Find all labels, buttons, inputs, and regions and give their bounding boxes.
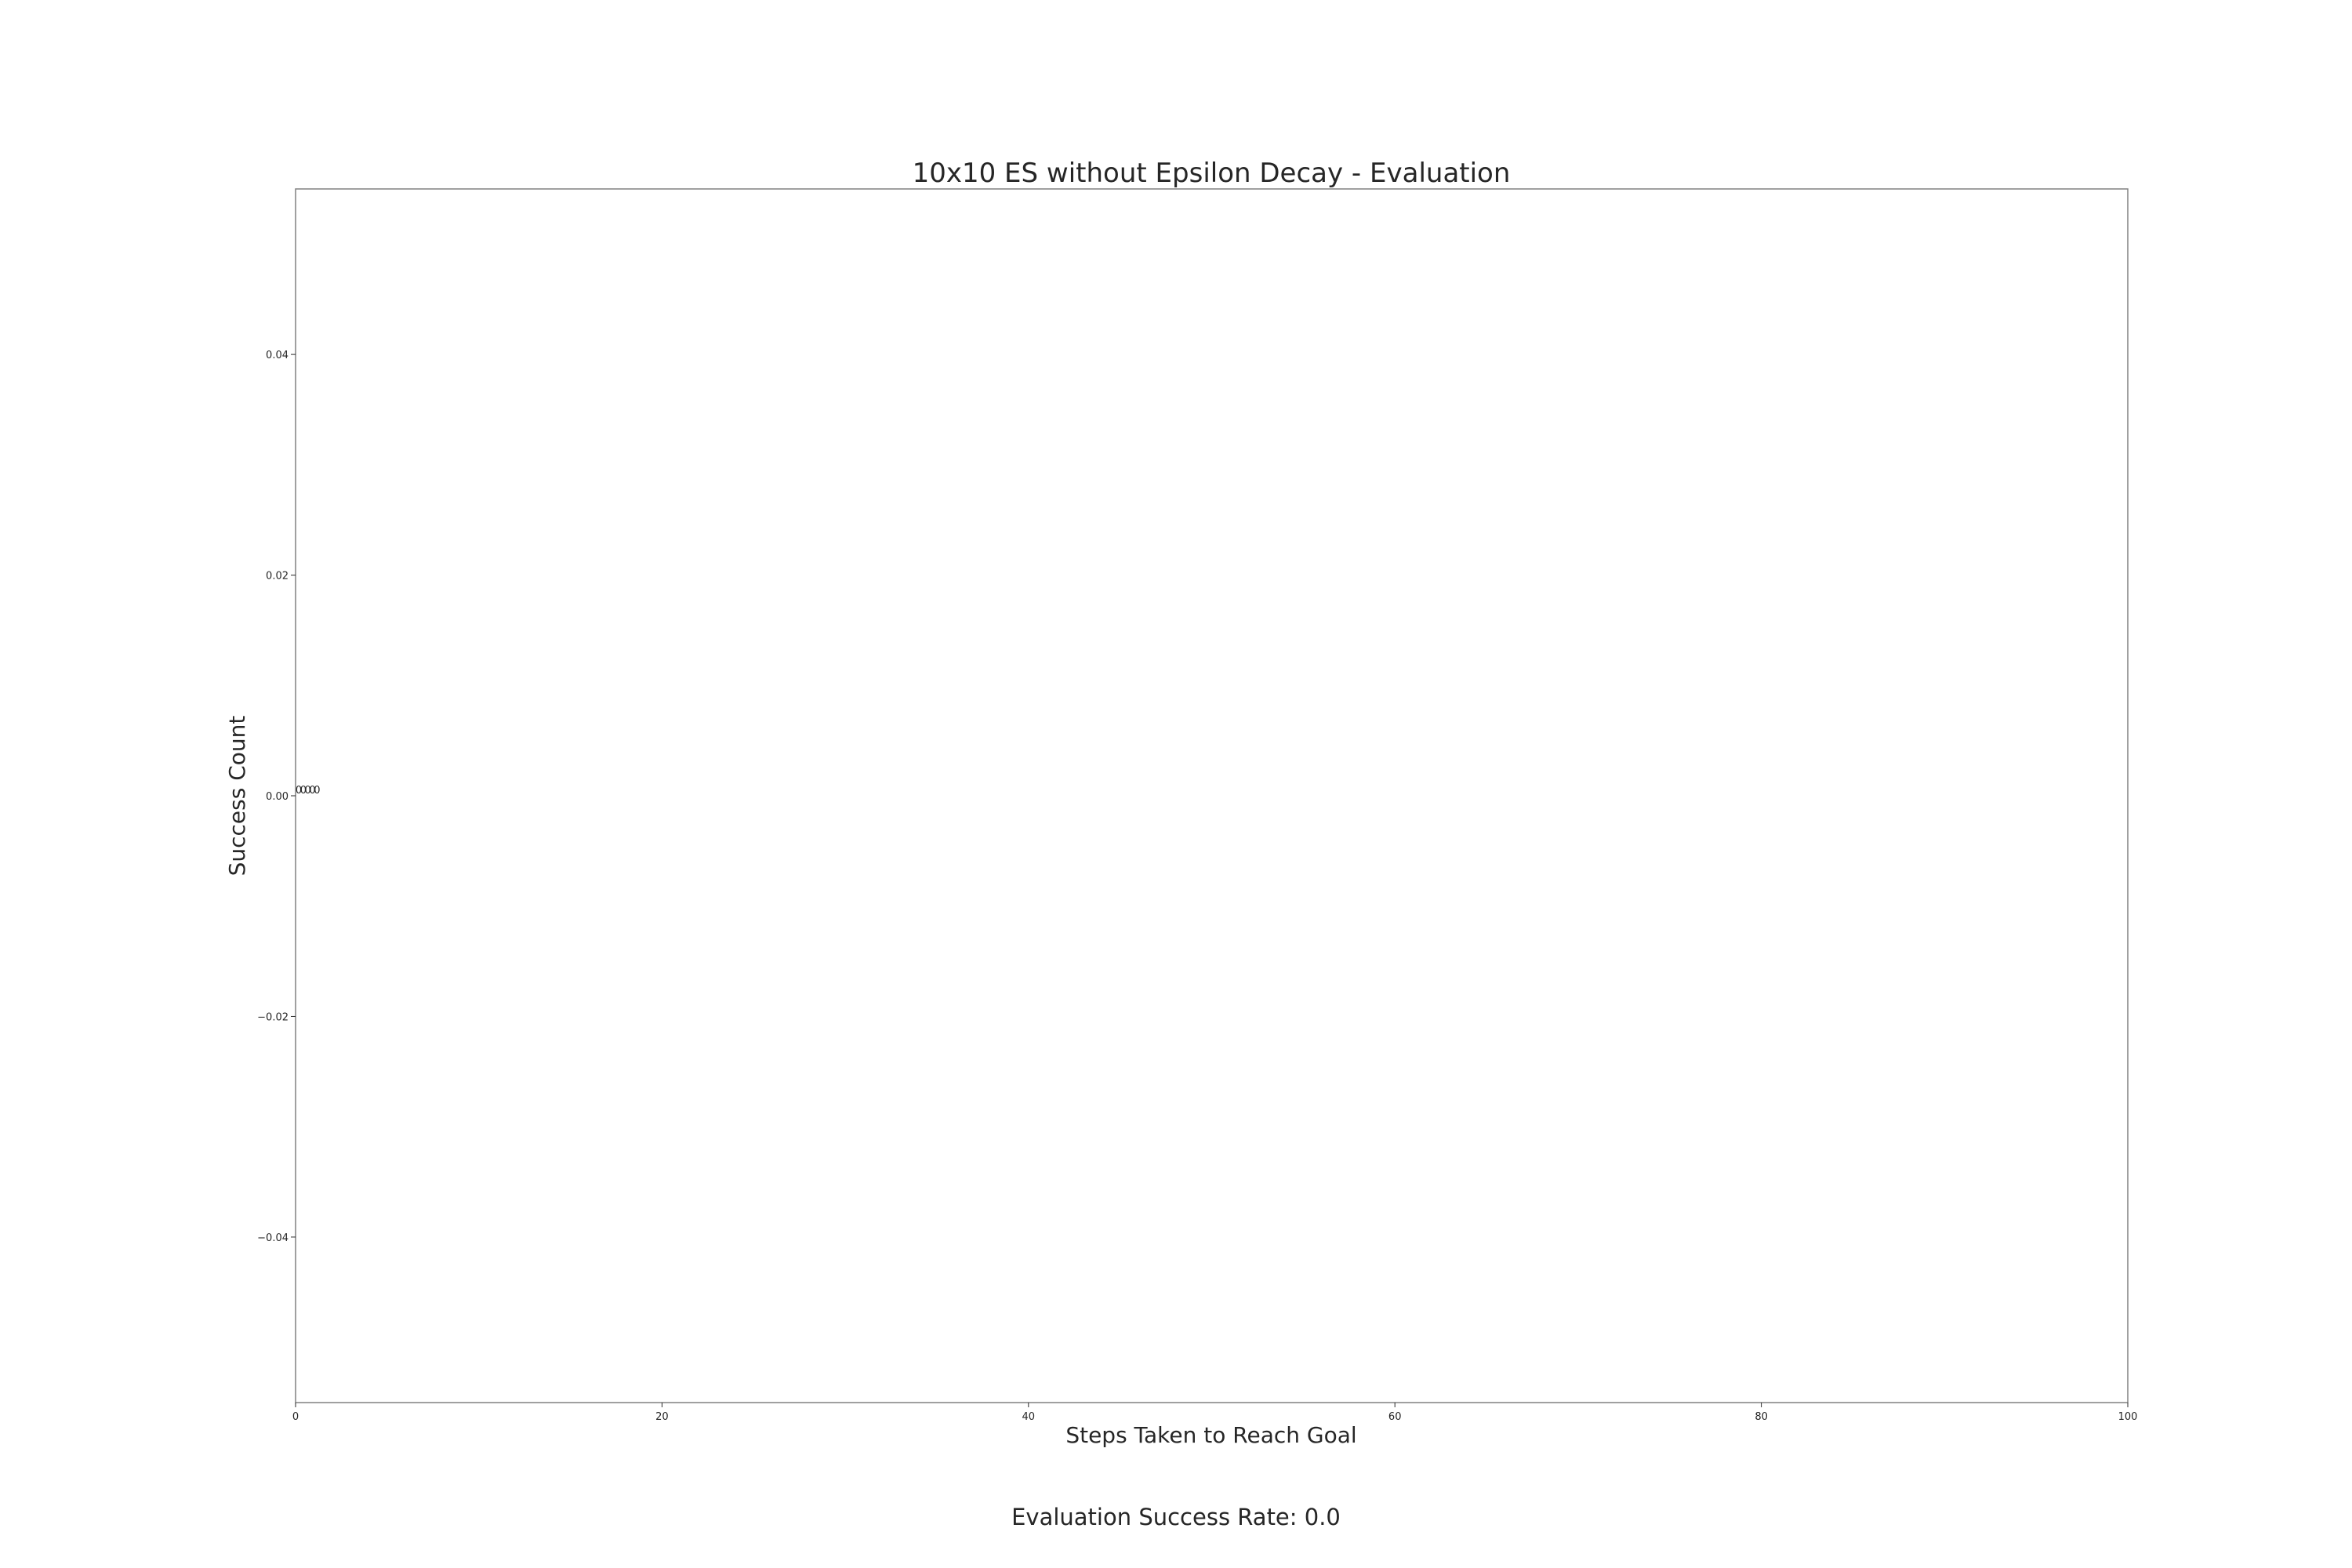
bar-value-label: 0 — [305, 785, 311, 797]
chart-title: 10x10 ES without Epsilon Decay - Evaluat… — [913, 158, 1511, 189]
y-axis-label: Success Count — [224, 716, 250, 877]
plot-frame — [295, 188, 2129, 1403]
success-rate-text: Evaluation Success Rate: 0.0 — [1011, 1504, 1341, 1530]
bar-value-label: 0 — [309, 785, 315, 797]
y-tick-label: −0.04 — [257, 1232, 289, 1244]
x-axis-label: Steps Taken to Reach Goal — [1065, 1422, 1356, 1448]
bar-value-label: 0 — [296, 785, 302, 797]
y-tick-label: 0.04 — [266, 350, 289, 361]
x-axis: 0 20 40 60 80 100 — [292, 1403, 2138, 1423]
y-tick-label: −0.02 — [257, 1011, 289, 1023]
x-tick-label: 0 — [292, 1411, 299, 1423]
x-tick-label: 80 — [1755, 1411, 1768, 1423]
bar-value-label: 0 — [300, 785, 307, 797]
x-tick-label: 100 — [2118, 1411, 2138, 1423]
y-tick-label: 0.02 — [266, 571, 289, 583]
y-tick-label: 0.00 — [266, 791, 289, 803]
bar-value-label: 0 — [314, 785, 320, 797]
x-tick-label: 40 — [1022, 1411, 1036, 1423]
x-tick-label: 20 — [655, 1411, 669, 1423]
y-axis: −0.04 −0.02 0.00 0.02 0.04 — [257, 350, 296, 1244]
x-tick-label: 60 — [1388, 1411, 1402, 1423]
